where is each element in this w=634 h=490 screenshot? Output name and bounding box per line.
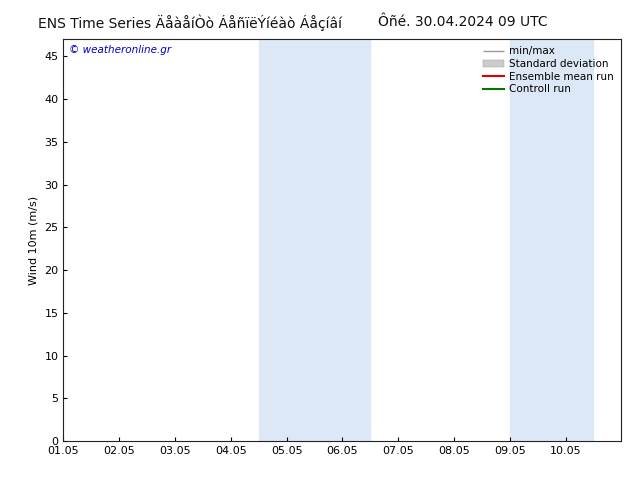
- Y-axis label: Wind 10m (m/s): Wind 10m (m/s): [29, 196, 39, 285]
- Text: ENS Time Series ÄåàåíÒò ÁåñïëÝíéàò Áåçíâí: ENS Time Series ÄåàåíÒò ÁåñïëÝíéàò Áåçíâ…: [38, 15, 342, 31]
- Text: © weatheronline.gr: © weatheronline.gr: [69, 45, 171, 55]
- Legend: min/max, Standard deviation, Ensemble mean run, Controll run: min/max, Standard deviation, Ensemble me…: [481, 45, 616, 97]
- Text: Ôñé. 30.04.2024 09 UTC: Ôñé. 30.04.2024 09 UTC: [378, 15, 548, 29]
- Bar: [510, 39, 593, 441]
- Bar: [259, 39, 370, 441]
